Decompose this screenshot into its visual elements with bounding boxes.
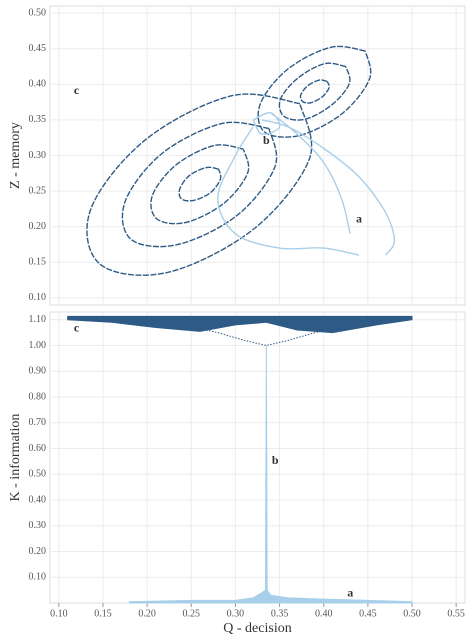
annotation: b bbox=[263, 133, 270, 147]
y-tick-label: 0.10 bbox=[29, 572, 47, 583]
annotation: c bbox=[74, 83, 80, 97]
line bbox=[86, 45, 372, 276]
y-tick-label: 0.45 bbox=[29, 43, 47, 54]
annotation: b bbox=[272, 453, 279, 467]
line bbox=[147, 319, 386, 346]
y-tick-label: 0.30 bbox=[29, 150, 47, 161]
annotation: a bbox=[347, 586, 353, 600]
x-tick-label: 0.30 bbox=[227, 608, 245, 619]
y-tick-label: 0.50 bbox=[29, 7, 47, 18]
x-tick-label: 0.40 bbox=[315, 608, 333, 619]
x-tick-label: 0.10 bbox=[50, 608, 68, 619]
y-axis-label: Z - memory bbox=[8, 122, 23, 189]
annotation: a bbox=[356, 211, 362, 225]
line bbox=[217, 112, 396, 256]
y-tick-label: 1.00 bbox=[29, 340, 47, 351]
x-tick-label: 0.45 bbox=[359, 608, 377, 619]
annotation: c bbox=[74, 320, 80, 334]
y-tick-label: 0.40 bbox=[29, 79, 47, 90]
y-axis-label: K - information bbox=[8, 414, 23, 502]
y-tick-label: 0.10 bbox=[29, 292, 47, 303]
y-tick-label: 0.20 bbox=[29, 546, 47, 557]
x-tick-label: 0.15 bbox=[94, 608, 112, 619]
y-tick-label: 1.10 bbox=[29, 314, 47, 325]
x-tick-label: 0.20 bbox=[138, 608, 156, 619]
x-axis-label: Q - decision bbox=[223, 621, 291, 636]
y-tick-label: 0.20 bbox=[29, 221, 47, 232]
y-tick-label: 0.90 bbox=[29, 366, 47, 377]
area bbox=[128, 345, 413, 604]
y-tick-label: 0.80 bbox=[29, 391, 47, 402]
y-tick-label: 0.15 bbox=[29, 257, 47, 268]
plot-area bbox=[49, 311, 466, 604]
y-tick-label: 0.30 bbox=[29, 520, 47, 531]
y-tick-label: 0.40 bbox=[29, 494, 47, 505]
y-tick-label: 0.70 bbox=[29, 417, 47, 428]
x-tick-label: 0.55 bbox=[447, 608, 465, 619]
y-tick-label: 0.50 bbox=[29, 469, 47, 480]
y-tick-label: 0.60 bbox=[29, 443, 47, 454]
x-tick-label: 0.35 bbox=[271, 608, 289, 619]
x-tick-label: 0.25 bbox=[183, 608, 201, 619]
y-tick-label: 0.25 bbox=[29, 185, 47, 196]
x-tick-label: 0.50 bbox=[403, 608, 421, 619]
y-tick-label: 0.35 bbox=[29, 114, 47, 125]
